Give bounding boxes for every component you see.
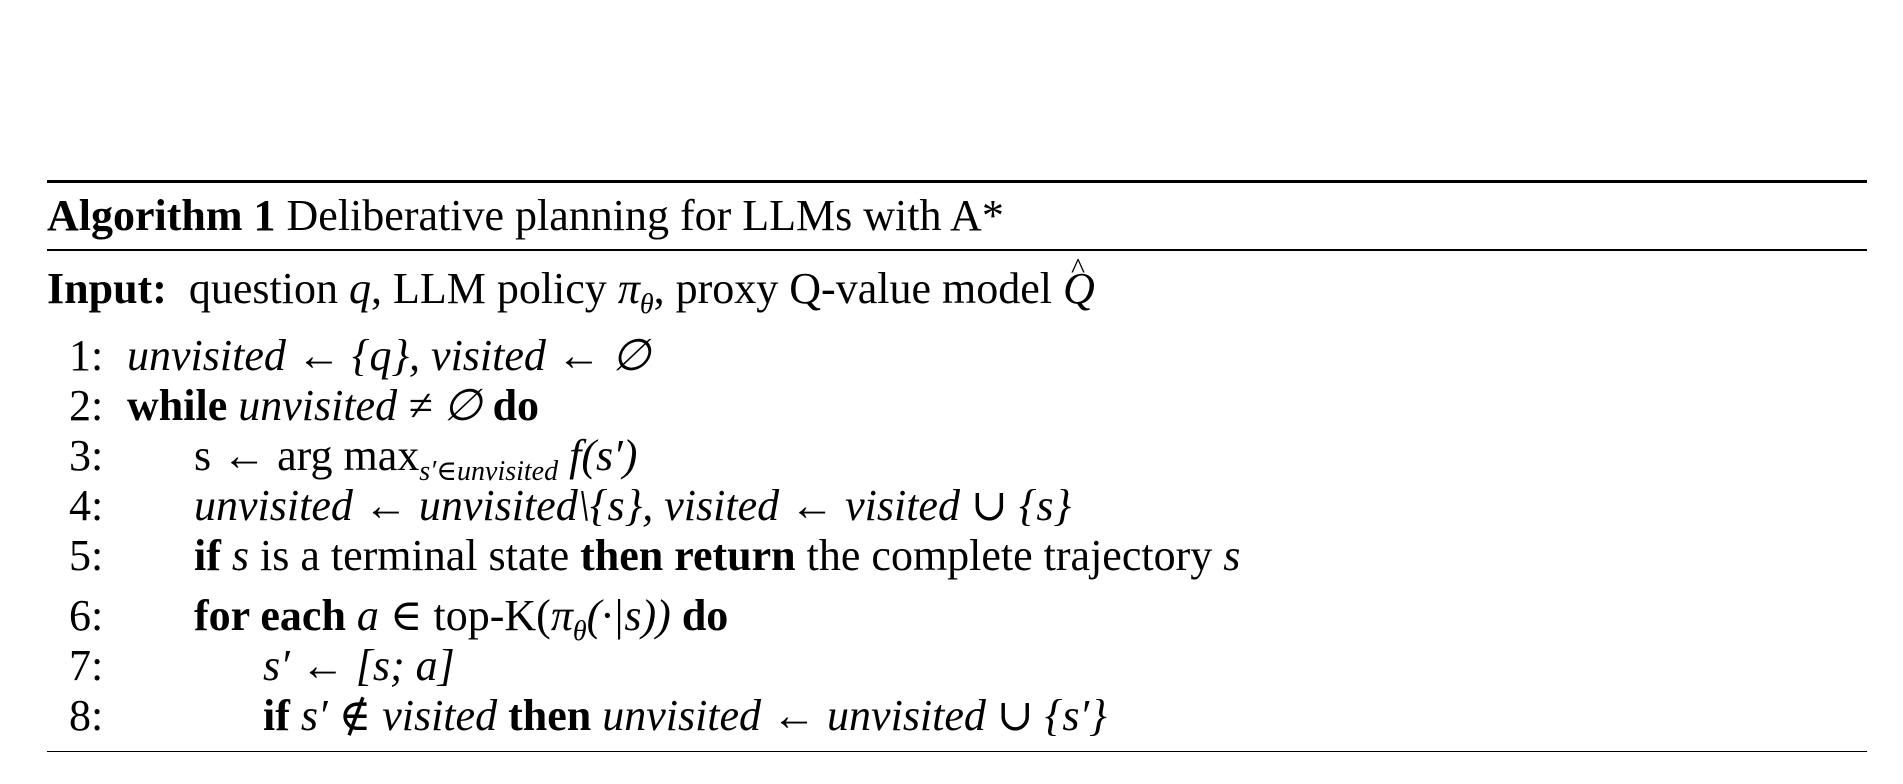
line-number: 5: — [69, 530, 104, 580]
line-math-rhs: f(s′) — [569, 430, 638, 480]
keyword-if: if — [263, 690, 290, 740]
line-content: while unvisited ≠ ∅ do — [127, 381, 539, 431]
algorithm-title: Deliberative planning for LLMs with A* — [286, 191, 1004, 240]
line-number: 8: — [69, 690, 104, 740]
line-var-s: s — [1223, 530, 1241, 580]
line-math: unvisited ≠ ∅ — [238, 380, 482, 430]
algorithm-line-3: 3: s ← arg maxs′∈unvisited f(s′) — [47, 430, 1867, 487]
algorithm-line-8: 8: if s′ ∉ visited then unvisited ← unvi… — [47, 691, 1867, 741]
line-math: unvisited ← {q}, visited ← ∅ — [127, 330, 651, 380]
line-condition: s′ ∉ visited — [300, 690, 498, 740]
line-math: unvisited ← unvisited\{s}, visited ← vis… — [194, 480, 1072, 530]
line-content: s ← arg maxs′∈unvisited f(s′) — [194, 431, 637, 497]
line-text: is a terminal state — [260, 530, 570, 580]
input-label: Input: — [47, 263, 167, 313]
algorithm-line-1: 1: unvisited ← {q}, visited ← ∅ — [47, 331, 1867, 381]
algorithm-caption: Algorithm 1 Deliberative planning for LL… — [47, 183, 1867, 249]
input-pi: π — [617, 263, 640, 313]
caption-rule — [47, 249, 1867, 251]
algorithm-line-4: 4: unvisited ← unvisited\{s}, visited ← … — [47, 481, 1867, 531]
line-math: s′ ← [s; a] — [263, 640, 455, 690]
algorithm-line-7: 7: s′ ← [s; a] — [47, 641, 1867, 691]
line-pi: π — [550, 590, 573, 640]
line-text: the complete trajectory — [806, 530, 1213, 580]
line-math-lhs: s ← arg max — [194, 430, 420, 480]
input-text-question: question — [188, 263, 338, 313]
line-number: 1: — [69, 330, 104, 380]
line-content: if s is a terminal state then return the… — [194, 531, 1240, 581]
input-qhat: Q — [1063, 243, 1095, 315]
line-math: (·|s)) — [586, 590, 671, 640]
line-math: unvisited ← unvisited ∪ {s′} — [602, 690, 1107, 740]
keyword-then-return: then return — [580, 530, 796, 580]
input-q: q — [348, 263, 371, 313]
line-number: 6: — [69, 590, 104, 640]
line-number: 2: — [69, 380, 104, 430]
keyword-do: do — [681, 590, 729, 640]
algorithm-line-5: 5: if s is a terminal state then return … — [47, 531, 1867, 581]
keyword-if: if — [194, 530, 221, 580]
keyword-for-each: for each — [194, 590, 346, 640]
input-line: Input: question q, LLM policy πθ, proxy … — [47, 243, 1867, 331]
top-rule — [47, 180, 1867, 183]
line-number: 7: — [69, 640, 104, 690]
algorithm-line-6: 6: for each a ∈ top-K(πθ(·|s)) do — [47, 590, 1867, 647]
line-topk: top-K( — [433, 590, 551, 640]
line-content: if s′ ∉ visited then unvisited ← unvisit… — [263, 691, 1107, 741]
line-theta: θ — [572, 615, 587, 647]
algorithm-label: Algorithm 1 — [47, 191, 276, 240]
input-text-proxy: , proxy Q-value model — [653, 263, 1052, 313]
input-theta: θ — [639, 288, 654, 320]
line-number: 3: — [69, 430, 104, 480]
keyword-then: then — [508, 690, 592, 740]
keyword-while: while — [127, 380, 228, 430]
line-math-subscript: s′∈unvisited — [419, 455, 559, 487]
bottom-rule — [47, 750, 1867, 752]
algorithm-line-2: 2: while unvisited ≠ ∅ do — [47, 381, 1867, 431]
algorithm-body: Input: question q, LLM policy πθ, proxy … — [47, 243, 1867, 751]
keyword-do: do — [492, 380, 540, 430]
input-text-llm: , LLM policy — [370, 263, 607, 313]
line-number: 4: — [69, 480, 104, 530]
algorithm-block: Algorithm 1 Deliberative planning for LL… — [47, 180, 1867, 752]
line-content: for each a ∈ top-K(πθ(·|s)) do — [194, 591, 728, 657]
line-math: a ∈ — [356, 590, 423, 640]
line-var-s: s — [231, 530, 250, 580]
